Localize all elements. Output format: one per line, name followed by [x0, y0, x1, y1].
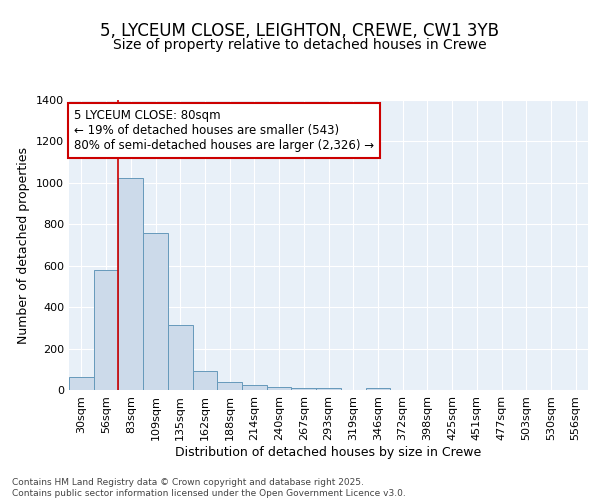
X-axis label: Distribution of detached houses by size in Crewe: Distribution of detached houses by size …	[175, 446, 482, 458]
Bar	[193, 372, 217, 390]
Bar	[365, 388, 390, 390]
Text: 5, LYCEUM CLOSE, LEIGHTON, CREWE, CW1 3YB: 5, LYCEUM CLOSE, LEIGHTON, CREWE, CW1 3Y…	[101, 22, 499, 40]
Bar	[94, 270, 118, 390]
Bar	[69, 376, 94, 390]
Text: Contains HM Land Registry data © Crown copyright and database right 2025.
Contai: Contains HM Land Registry data © Crown c…	[12, 478, 406, 498]
Bar	[316, 388, 341, 390]
Bar	[143, 232, 168, 390]
Bar	[267, 387, 292, 390]
Bar	[242, 386, 267, 390]
Text: 5 LYCEUM CLOSE: 80sqm
← 19% of detached houses are smaller (543)
80% of semi-det: 5 LYCEUM CLOSE: 80sqm ← 19% of detached …	[74, 108, 374, 152]
Y-axis label: Number of detached properties: Number of detached properties	[17, 146, 31, 344]
Bar	[292, 388, 316, 390]
Bar	[217, 382, 242, 390]
Text: Size of property relative to detached houses in Crewe: Size of property relative to detached ho…	[113, 38, 487, 52]
Bar	[168, 325, 193, 390]
Bar	[118, 178, 143, 390]
